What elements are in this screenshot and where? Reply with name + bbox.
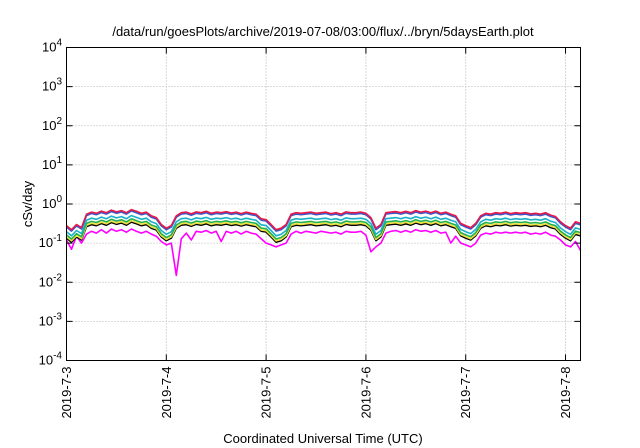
y-axis-label: cSv/day [20, 180, 35, 227]
y-tick-label: 10-4 [39, 351, 63, 368]
x-tick-label: 2019-7-8 [558, 367, 573, 419]
grid-lines [66, 47, 581, 361]
y-tick-label: 103 [42, 77, 62, 94]
x-tick-label: 2019-7-5 [259, 367, 274, 419]
data-series-group [65, 208, 582, 277]
series-line-3 [65, 214, 581, 237]
x-tick-label: 2019-7-3 [59, 367, 74, 419]
x-tick-label: 2019-7-4 [159, 367, 174, 419]
series-line-2 [65, 210, 581, 232]
y-tick-label: 101 [42, 155, 62, 172]
x-tick-label: 2019-7-7 [458, 367, 473, 419]
y-axis-ticks: 10-4 10-3 10-2 10-1 100 101 102 103 104 [39, 38, 581, 368]
series-line-5 [65, 219, 581, 242]
y-tick-label: 100 [42, 194, 62, 211]
plot-frame [66, 47, 581, 361]
y-tick-label: 10-3 [39, 311, 63, 328]
series-line-4 [65, 218, 581, 240]
series-line-6 [65, 221, 581, 243]
y-tick-label: 10-1 [39, 233, 63, 250]
y-tick-label: 102 [42, 116, 62, 133]
x-axis-ticks: 2019-7-3 2019-7-4 2019-7-5 2019-7-6 2019-7-7… [59, 47, 573, 419]
x-tick-label: 2019-7-6 [358, 367, 373, 419]
series-line-1 [65, 208, 581, 231]
y-tick-label: 104 [42, 38, 62, 55]
series-line-7 [65, 228, 582, 277]
x-axis-label: Coordinated Universal Time (UTC) [223, 431, 422, 446]
chart-title: /data/run/goesPlots/archive/2019-07-08/0… [112, 24, 534, 39]
y-tick-label: 10-2 [39, 272, 63, 289]
